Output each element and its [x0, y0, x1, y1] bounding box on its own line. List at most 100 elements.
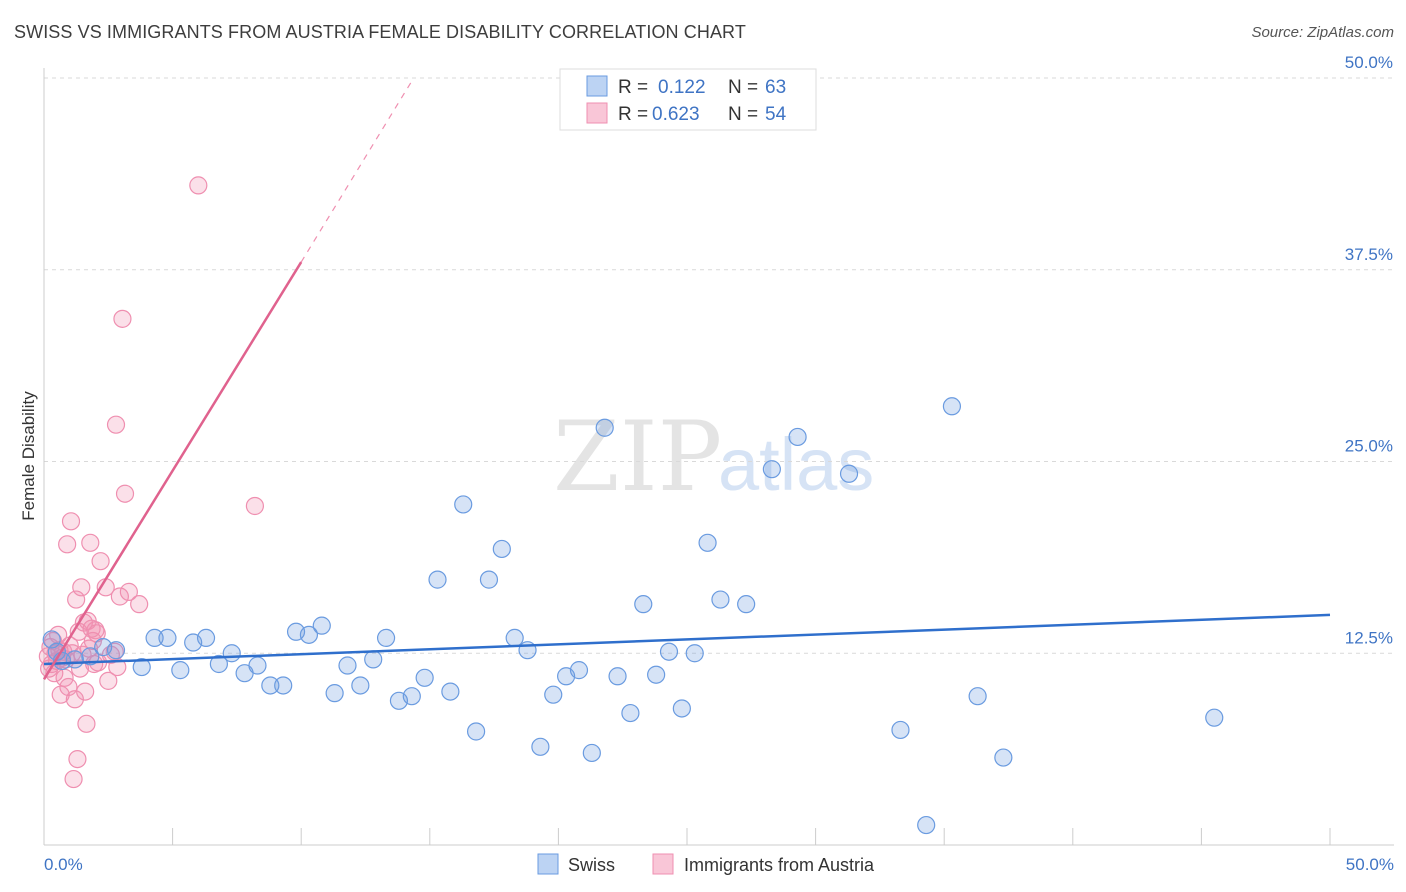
source-credit: Source: ZipAtlas.com — [1251, 24, 1394, 41]
swiss-point — [196, 628, 216, 648]
swiss-point — [672, 699, 691, 718]
swiss-point — [569, 661, 589, 680]
austria-point — [68, 749, 87, 769]
swiss-point — [621, 703, 640, 723]
legend-swiss-r-value: 0.122 — [658, 77, 706, 98]
swiss-point — [505, 628, 524, 648]
swiss-point — [685, 644, 704, 663]
swiss-point — [209, 654, 228, 674]
swiss-point — [261, 676, 280, 695]
y-tick-label: 37.5% — [1345, 245, 1393, 264]
legend-swatch-austria — [586, 102, 608, 124]
austria-trend-extension — [300, 80, 413, 263]
swiss-point — [415, 668, 434, 687]
watermark: ZIP atlas — [553, 401, 874, 513]
x-tick-label-max: 50.0% — [1346, 855, 1394, 874]
austria-point — [64, 769, 83, 789]
y-axis-title: Female Disability — [19, 391, 38, 521]
legend-austria-n-value: 54 — [765, 104, 787, 125]
y-tick-label: 12.5% — [1345, 628, 1393, 647]
y-axis-tick-labels: 12.5% 25.0% 37.5% 50.0% — [1345, 53, 1393, 647]
swiss-point — [479, 570, 499, 589]
bottom-legend-swatch-swiss — [537, 853, 559, 875]
series-austria-points — [38, 176, 265, 789]
legend-box: R = 0.122 N = 63 R = 0.623 N = 54 — [559, 68, 817, 131]
austria-point — [65, 690, 84, 709]
bottom-legend-label-swiss: Swiss — [568, 855, 615, 875]
x-tick-label-min: 0.0% — [44, 855, 83, 874]
swiss-point — [325, 684, 344, 703]
austria-point — [99, 671, 118, 690]
swiss-point — [441, 682, 460, 701]
swiss-point — [994, 748, 1013, 767]
swiss-point — [608, 667, 627, 686]
swiss-point — [171, 661, 190, 680]
austria-point — [51, 685, 70, 704]
swiss-point — [659, 642, 679, 661]
swiss-point — [428, 570, 447, 589]
series-swiss-points — [42, 397, 1224, 835]
swiss-point — [132, 657, 151, 677]
y-tick-label: 25.0% — [1345, 437, 1393, 456]
swiss-point — [891, 720, 910, 740]
swiss-point — [376, 628, 396, 648]
gridlines — [44, 77, 1394, 654]
swiss-point — [942, 397, 962, 416]
austria-point — [58, 535, 77, 554]
swiss-point — [762, 460, 781, 479]
swiss-point — [106, 641, 126, 660]
swiss-point — [454, 495, 473, 514]
bottom-legend-swatch-austria — [652, 853, 674, 875]
swiss-point — [737, 595, 756, 614]
legend-swiss-n-label: N = — [728, 77, 758, 98]
austria-point — [76, 682, 95, 701]
austria-point — [72, 578, 91, 597]
swiss-point — [544, 685, 563, 704]
austria-point — [106, 415, 126, 434]
swiss-point — [65, 650, 84, 669]
chart-title: SWISS VS IMMIGRANTS FROM AUSTRIA FEMALE … — [14, 22, 746, 42]
swiss-point — [647, 665, 666, 684]
swiss-point — [698, 533, 717, 552]
swiss-point — [248, 656, 267, 675]
legend-swatch-swiss — [586, 75, 608, 97]
swiss-point — [402, 687, 421, 706]
swiss-point — [968, 687, 987, 706]
swiss-point — [711, 590, 730, 609]
swiss-point — [466, 722, 486, 741]
swiss-point — [351, 676, 370, 695]
legend-swiss-n-value: 63 — [765, 77, 786, 98]
swiss-point — [1205, 708, 1224, 727]
austria-point — [91, 552, 110, 571]
austria-trend-line — [42, 261, 303, 680]
austria-point — [130, 595, 149, 614]
austria-point — [189, 176, 208, 195]
austria-point — [119, 582, 138, 601]
austria-point — [113, 309, 132, 328]
swiss-point — [634, 595, 653, 614]
legend-swiss-r-label: R = — [618, 77, 648, 98]
austria-point — [77, 714, 96, 733]
swiss-point — [582, 743, 601, 763]
x-axis-ticks — [43, 828, 1331, 845]
austria-point — [115, 484, 135, 503]
austria-point — [61, 512, 81, 531]
swiss-point — [788, 427, 807, 447]
austria-point — [86, 621, 105, 640]
y-tick-label: 50.0% — [1345, 53, 1393, 72]
legend-austria-r-label: R = — [618, 104, 648, 125]
swiss-point — [338, 656, 357, 675]
austria-point — [110, 587, 129, 606]
swiss-trend-line — [43, 613, 1331, 666]
austria-point — [245, 496, 265, 516]
legend-austria-r-value: 0.623 — [652, 104, 700, 125]
bottom-legend-label-austria: Immigrants from Austria — [684, 855, 875, 875]
swiss-point — [81, 647, 100, 666]
swiss-point — [492, 539, 511, 559]
swiss-point — [364, 650, 383, 669]
swiss-point — [531, 737, 550, 756]
swiss-point — [299, 625, 319, 644]
trend-lines — [42, 80, 1331, 680]
swiss-point — [158, 628, 177, 648]
